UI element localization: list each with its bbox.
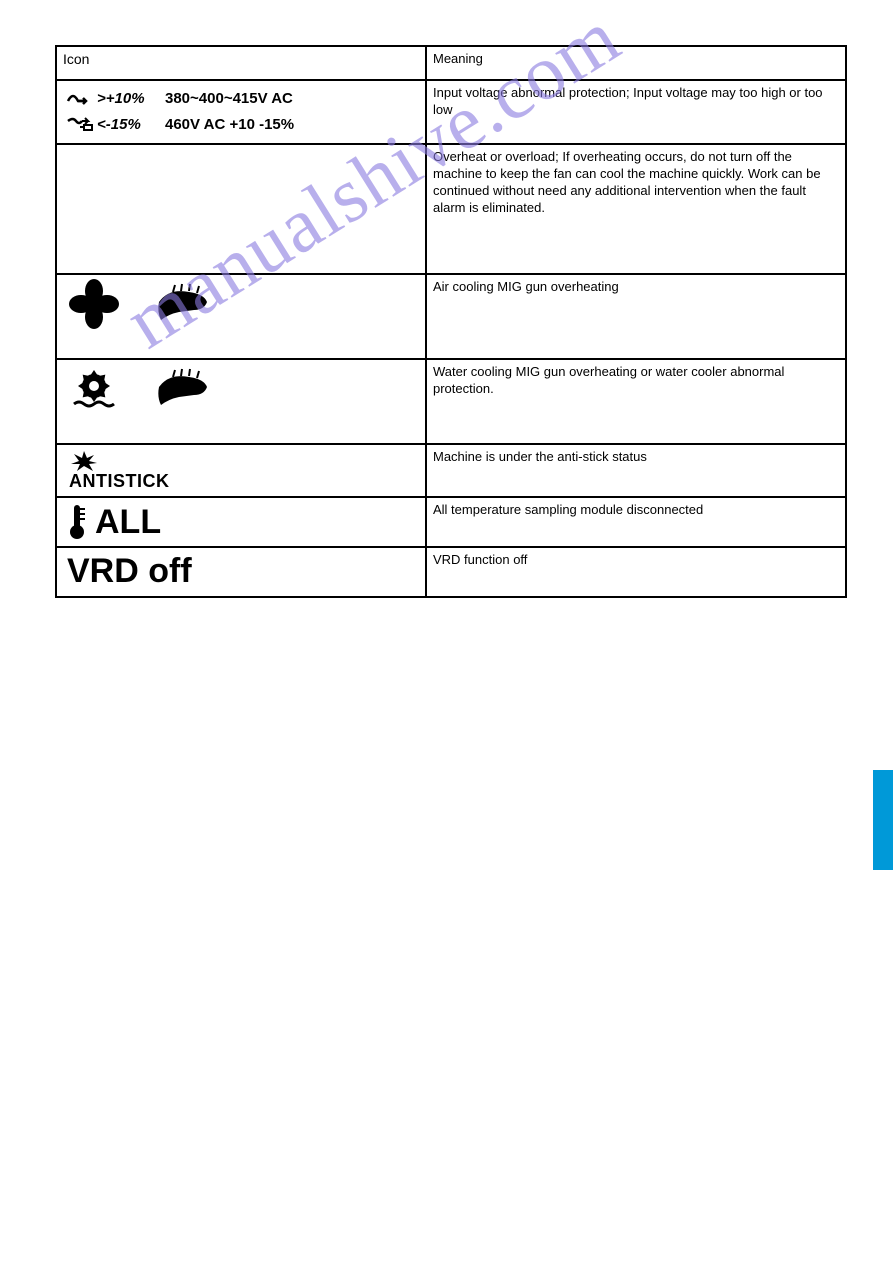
- spark-icon: [69, 451, 99, 467]
- overheat-icon-cell: [56, 144, 426, 274]
- overheat-row: Overheat or overload; If overheating occ…: [56, 144, 846, 274]
- table-header-row: Icon Meaning: [56, 46, 846, 80]
- voltage-icon-cell: >+10% 380~400~415V AC <-15% 460V AC +10 …: [56, 80, 426, 144]
- voltage-row: >+10% 380~400~415V AC <-15% 460V AC +10 …: [56, 80, 846, 144]
- thermometer-icon: [65, 502, 89, 542]
- header-meaning-cell: Meaning: [426, 46, 846, 80]
- fan-icon: [69, 279, 119, 329]
- icon-meaning-table: Icon Meaning >+10% 380~400~415V AC: [55, 45, 847, 598]
- vrd-icon-cell: VRD off: [56, 547, 426, 597]
- vrd-off-label: VRD off: [63, 552, 192, 591]
- antistick-row: ANTISTICK Machine is under the anti-stic…: [56, 444, 846, 497]
- all-label: ALL: [95, 503, 161, 542]
- all-temp-row: ALL All temperature sampling module disc…: [56, 497, 846, 547]
- all-temp-desc: All temperature sampling module disconne…: [426, 497, 846, 547]
- voltage-desc: Input voltage abnormal protection; Input…: [426, 80, 846, 144]
- voltage-txt-high: 380~400~415V AC: [165, 90, 293, 107]
- all-temp-icon-cell: ALL: [56, 497, 426, 547]
- water-torch-desc: Water cooling MIG gun overheating or wat…: [426, 359, 846, 444]
- torch-icon: [149, 282, 219, 326]
- water-torch-row: Water cooling MIG gun overheating or wat…: [56, 359, 846, 444]
- antistick-label: ANTISTICK: [69, 471, 170, 492]
- fan-torch-row: Air cooling MIG gun overheating: [56, 274, 846, 359]
- header-icon-cell: Icon: [56, 46, 426, 80]
- vrd-row: VRD off VRD function off: [56, 547, 846, 597]
- water-torch-icon-cell: [56, 359, 426, 444]
- voltage-pct-high: >+10%: [97, 90, 165, 107]
- fan-torch-desc: Air cooling MIG gun overheating: [426, 274, 846, 359]
- antistick-desc: Machine is under the anti-stick status: [426, 444, 846, 497]
- page-side-tab: [873, 770, 893, 870]
- water-cooler-icon: [69, 364, 119, 414]
- antistick-icon-cell: ANTISTICK: [56, 444, 426, 497]
- sine-up-icon: [63, 87, 97, 110]
- voltage-txt-low: 460V AC +10 -15%: [165, 116, 294, 133]
- torch-icon: [149, 367, 219, 411]
- voltage-pct-low: <-15%: [97, 116, 165, 133]
- sine-down-icon: [63, 113, 97, 136]
- vrd-desc: VRD function off: [426, 547, 846, 597]
- fan-torch-icon-cell: [56, 274, 426, 359]
- overheat-desc: Overheat or overload; If overheating occ…: [426, 144, 846, 274]
